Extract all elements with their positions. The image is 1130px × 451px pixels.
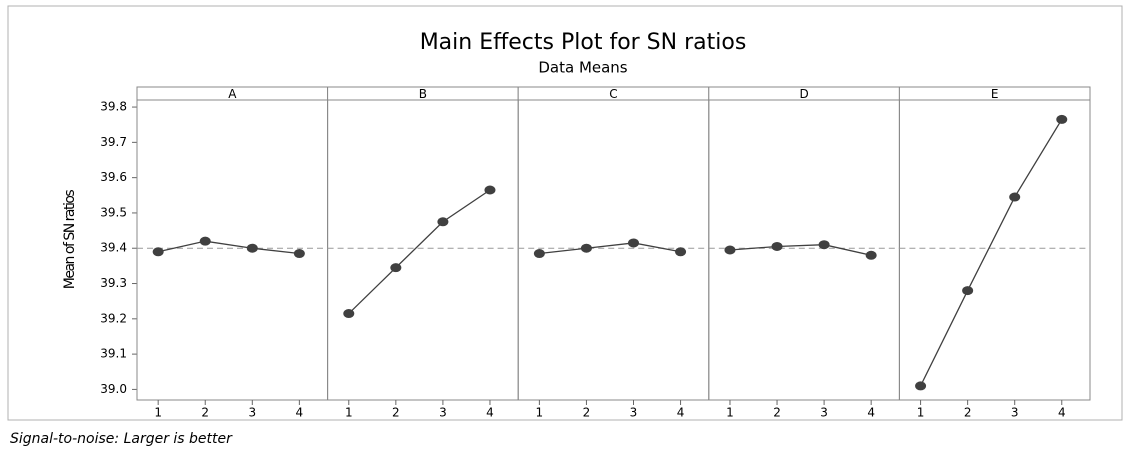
x-tick-label: 3 [820,406,828,420]
x-tick-label: 4 [486,406,494,420]
panel-label: D [799,87,808,101]
panel-frame [898,99,1091,401]
panel-label: B [419,87,427,101]
point [437,217,449,227]
point [1009,192,1021,202]
footnote: Signal-to-noise: Larger is better [10,431,233,447]
y-tick-label: 39.1 [100,347,127,361]
x-tick-label: 1 [536,406,544,420]
point [675,247,687,257]
y-tick-label: 39.7 [100,135,127,149]
x-tick-label: 4 [867,406,875,420]
y-tick-label: 39.3 [100,276,127,290]
point [293,249,305,259]
chart-title: Main Effects Plot for SN ratios [420,30,747,55]
point [343,309,355,319]
x-tick-label: 3 [439,406,447,420]
x-tick-label: 2 [583,406,591,420]
point [865,250,877,260]
y-tick-label: 39.2 [100,311,127,325]
y-tick-label: 39.4 [100,241,127,255]
point [818,240,830,250]
panel-frame [327,99,519,401]
point [724,245,736,255]
x-tick-label: 1 [917,406,925,420]
x-tick-label: 4 [1058,406,1066,420]
y-tick-label: 39.8 [100,100,127,114]
point [628,238,640,248]
point [771,241,783,251]
x-tick-label: 2 [392,406,400,420]
point [962,286,974,296]
effect-line [158,240,300,255]
x-tick-label: 1 [726,406,734,420]
panel-label: A [228,87,237,101]
x-tick-label: 1 [154,406,162,420]
y-tick-label: 39.0 [100,382,127,396]
point [915,381,927,391]
point [246,243,258,253]
effect-line [729,244,872,256]
point [390,263,402,273]
point [152,247,164,257]
x-tick-label: 1 [345,406,353,420]
y-tick-label: 39.5 [100,205,127,219]
effect-line [539,242,681,255]
point [199,236,211,246]
y-axis-label: Mean of SN ratios [62,190,78,290]
x-tick-label: 2 [964,406,972,420]
point [580,243,592,253]
point [533,249,545,259]
point [484,185,496,195]
y-tick-label: 39.6 [100,170,127,184]
effect-line [348,189,491,314]
x-tick-label: 4 [296,406,304,420]
x-tick-label: 3 [248,406,256,420]
x-tick-label: 3 [1011,406,1019,420]
x-tick-label: 4 [677,406,685,420]
x-tick-label: 3 [630,406,638,420]
effect-line [919,119,1063,387]
panel-label: C [609,87,617,101]
chart-subtitle: Data Means [538,59,627,77]
point [1056,114,1068,124]
chart-border [7,5,1123,421]
x-tick-label: 2 [201,406,209,420]
x-tick-label: 2 [773,406,781,420]
panel-label: E [991,87,999,101]
